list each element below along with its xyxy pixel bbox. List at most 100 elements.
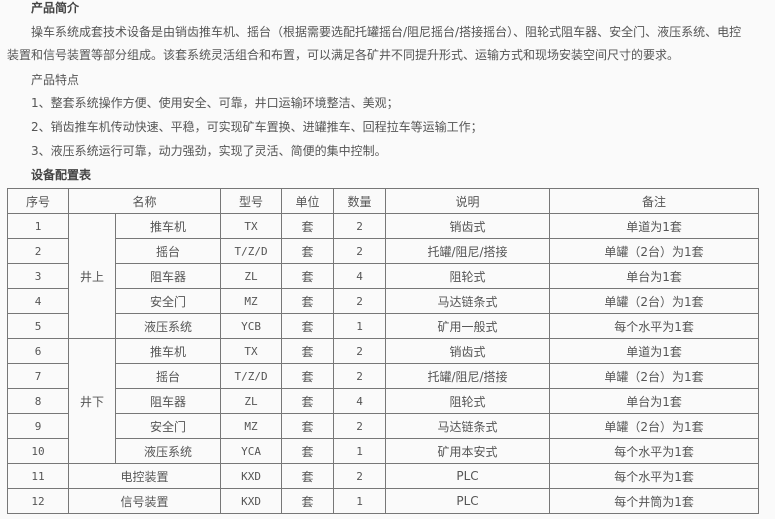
cell-desc: 阻轮式 [385, 388, 551, 414]
cell-desc: 马达链条式 [385, 288, 551, 314]
table-row: 10 液压系统 YCA 套 1 矿用本安式 每个水平为1套 [7, 438, 760, 464]
cell-model: T/Z/D [220, 363, 283, 389]
cell-qty: 2 [333, 463, 387, 489]
cell-unit: 套 [281, 213, 335, 239]
cell-qty: 2 [333, 238, 387, 264]
cell-qty: 1 [333, 438, 387, 464]
feature-item: 3、液压系统运行可靠，动力强劲，实现了灵活、简便的集中控制。 [31, 144, 387, 158]
cell-model: ZL [220, 263, 283, 289]
cell-unit: 套 [281, 488, 335, 514]
cell-name: 推车机 [114, 213, 222, 239]
cell-name: 推车机 [114, 338, 222, 364]
cell-model: YCB [220, 313, 283, 339]
group-cell-above-ground: 井上 [68, 213, 116, 339]
cell-qty: 2 [333, 338, 387, 364]
cell-qty: 2 [333, 213, 387, 239]
cell-desc: 销齿式 [385, 338, 551, 364]
cell-no: 7 [7, 363, 69, 389]
cell-note: 每个水平为1套 [549, 313, 760, 339]
cell-name: 摇台 [114, 238, 222, 264]
table-row: 2 摇台 T/Z/D 套 2 托罐/阻尼/搭接 单罐（2台）为1套 [7, 238, 760, 264]
feature-item: 1、整套系统操作方便、使用安全、可靠，井口运输环境整洁、美观； [31, 96, 399, 110]
cell-desc: 矿用一般式 [385, 313, 551, 339]
cell-desc: PLC [385, 488, 551, 514]
table-row: 11 电控装置 KXD 套 2 PLC 每个水平为1套 [7, 463, 760, 489]
cell-name: 液压系统 [114, 313, 222, 339]
cell-unit: 套 [281, 338, 335, 364]
table-row: 7 摇台 T/Z/D 套 2 托罐/阻尼/搭接 单罐（2台）为1套 [7, 363, 760, 389]
table-row: 9 安全门 MZ 套 2 马达链条式 单罐（2台）为1套 [7, 413, 760, 439]
cell-no: 4 [7, 288, 69, 314]
cell-desc: 托罐/阻尼/搭接 [385, 363, 551, 389]
cell-note: 单罐（2台）为1套 [549, 363, 760, 389]
cell-desc: PLC [385, 463, 551, 489]
cell-desc: 托罐/阻尼/搭接 [385, 238, 551, 264]
cell-model: TX [220, 213, 283, 239]
cell-model: ZL [220, 388, 283, 414]
cell-name: 液压系统 [114, 438, 222, 464]
cell-no: 2 [7, 238, 69, 264]
cell-no: 12 [7, 488, 69, 514]
header-desc: 说明 [385, 188, 551, 214]
cell-unit: 套 [281, 263, 335, 289]
cell-name: 安全门 [114, 288, 222, 314]
feature-item: 2、销齿推车机传动快速、平稳，可实现矿车置换、进罐推车、回程拉车等运输工作； [31, 120, 483, 134]
cell-name: 信号装置 [67, 488, 222, 514]
cell-desc: 阻轮式 [385, 263, 551, 289]
cell-desc: 马达链条式 [385, 413, 551, 439]
cell-note: 单道为1套 [549, 213, 760, 239]
table-row: 5 液压系统 YCB 套 1 矿用一般式 每个水平为1套 [7, 313, 760, 339]
cell-qty: 2 [333, 413, 387, 439]
cell-qty: 4 [333, 388, 387, 414]
cell-qty: 1 [333, 488, 387, 514]
cell-no: 11 [7, 463, 69, 489]
table-header-row: 序号 名称 型号 单位 数量 说明 备注 [7, 188, 760, 214]
cell-qty: 1 [333, 313, 387, 339]
intro-paragraph-line1: 操车系统成套技术设备是由销齿推车机、摇台（根据需要选配托罐摇台/阻尼摇台/搭接摇… [31, 25, 742, 39]
cell-note: 单罐（2台）为1套 [549, 288, 760, 314]
header-qty: 数量 [333, 188, 387, 214]
cell-name: 阻车器 [114, 388, 222, 414]
cell-name: 安全门 [114, 413, 222, 439]
cell-unit: 套 [281, 413, 335, 439]
table-row: 6 井下 推车机 TX 套 2 销齿式 单道为1套 [7, 338, 760, 464]
cell-note: 单道为1套 [549, 338, 760, 364]
table-row: 3 阻车器 ZL 套 4 阻轮式 单台为1套 [7, 263, 760, 289]
cell-unit: 套 [281, 388, 335, 414]
cell-unit: 套 [281, 438, 335, 464]
cell-name: 摇台 [114, 363, 222, 389]
cell-unit: 套 [281, 313, 335, 339]
cell-model: MZ [220, 413, 283, 439]
cell-no: 1 [7, 213, 69, 239]
cell-no: 9 [7, 413, 69, 439]
cell-name: 电控装置 [67, 463, 222, 489]
cell-note: 每个水平为1套 [549, 438, 760, 464]
header-note: 备注 [549, 188, 760, 214]
cell-qty: 4 [333, 263, 387, 289]
features-title: 产品特点 [31, 73, 80, 87]
table-row: 4 安全门 MZ 套 2 马达链条式 单罐（2台）为1套 [7, 288, 760, 314]
cell-unit: 套 [281, 463, 335, 489]
header-name: 名称 [67, 188, 222, 214]
cell-model: MZ [220, 288, 283, 314]
table-row: 12 信号装置 KXD 套 1 PLC 每个井筒为1套 [7, 488, 760, 514]
intro-title: 产品简介 [31, 1, 80, 15]
cell-desc: 销齿式 [385, 213, 551, 239]
cell-unit: 套 [281, 288, 335, 314]
cell-no: 10 [7, 438, 69, 464]
table-row: 1 井上 推车机 TX 套 2 销齿式 单道为1套 [7, 213, 760, 339]
header-unit: 单位 [281, 188, 335, 214]
cell-unit: 套 [281, 363, 335, 389]
cell-desc: 矿用本安式 [385, 438, 551, 464]
table-title: 设备配置表 [31, 168, 92, 182]
cell-qty: 2 [333, 288, 387, 314]
cell-model: TX [220, 338, 283, 364]
cell-note: 单台为1套 [549, 388, 760, 414]
cell-model: KXD [220, 488, 283, 514]
group-cell-underground: 井下 [68, 338, 116, 464]
cell-note: 单罐（2台）为1套 [549, 413, 760, 439]
cell-model: KXD [220, 463, 283, 489]
cell-note: 单台为1套 [549, 263, 760, 289]
intro-paragraph-line2: 装置和信号装置等部分组成。该套系统灵活组合和布置，可以满足各矿井不同提升形式、运… [7, 48, 680, 62]
cell-name: 阻车器 [114, 263, 222, 289]
